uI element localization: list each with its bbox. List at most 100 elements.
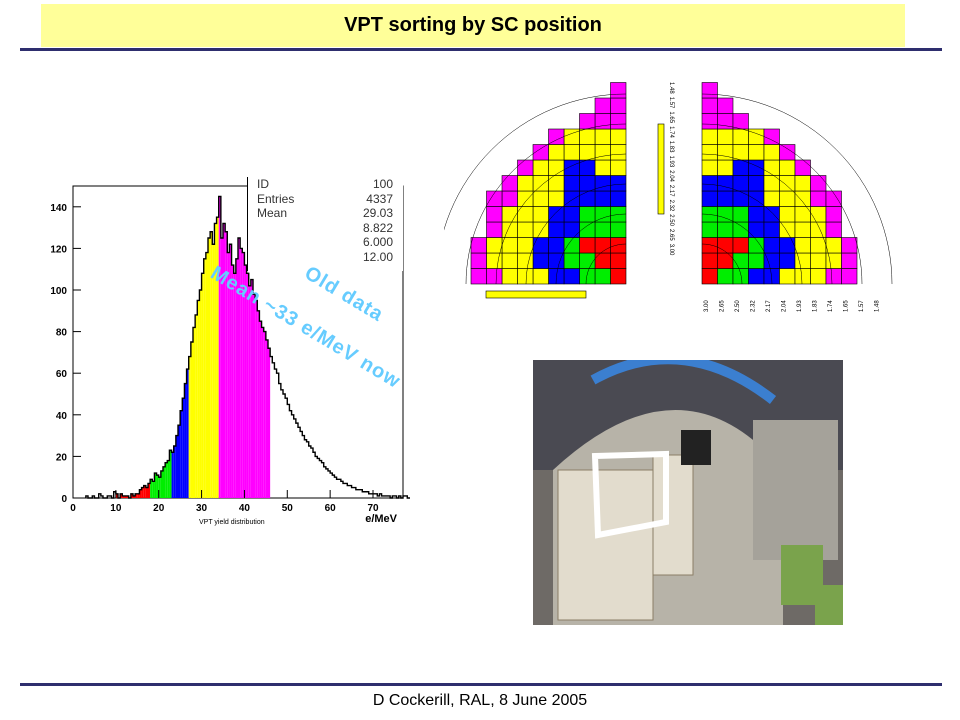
map-eta-label: 1.74 — [668, 126, 674, 138]
map-cell — [563, 144, 580, 161]
map-eta-label: 1.57 — [859, 300, 865, 312]
map-cell — [563, 268, 580, 285]
histogram-bar — [261, 327, 264, 498]
bottom-divider — [20, 683, 942, 686]
histogram-bar — [225, 231, 228, 498]
map-cell — [701, 97, 718, 114]
y-tick-label: 60 — [56, 369, 68, 380]
map-cell — [748, 206, 765, 223]
histogram-bar — [203, 258, 206, 498]
map-cell — [563, 159, 580, 176]
map-cell — [532, 144, 549, 161]
map-cell — [748, 190, 765, 207]
histogram-bar — [165, 462, 168, 498]
histogram-bar — [148, 483, 151, 498]
histogram-bar — [184, 383, 187, 498]
map-cell — [701, 128, 718, 145]
map-cell — [501, 175, 518, 192]
map-cell — [732, 237, 749, 254]
map-cell — [810, 268, 827, 285]
stats-value: 29.03 — [362, 206, 393, 221]
map-cell — [763, 221, 780, 238]
histogram-bar — [188, 356, 191, 498]
footer-text: D Cockerill, RAL, 8 June 2005 — [372, 692, 588, 709]
map-cell — [532, 237, 549, 254]
y-tick-label: 100 — [50, 286, 67, 297]
histogram-bar — [223, 223, 226, 498]
histogram-bar — [268, 348, 271, 498]
map-cell — [563, 190, 580, 207]
histogram-bar — [173, 446, 176, 498]
map-cell — [470, 252, 487, 269]
map-cell — [594, 128, 611, 145]
map-eta-label: 2.17 — [766, 300, 772, 312]
histogram-bar — [190, 342, 193, 498]
map-eta-label: 1.65 — [668, 111, 674, 123]
histogram-bar — [145, 487, 148, 498]
detector-photo — [533, 360, 843, 625]
map-cell — [579, 144, 596, 161]
map-cell — [594, 221, 611, 238]
histogram-bar — [150, 479, 153, 498]
map-cell — [748, 252, 765, 269]
map-cell — [517, 175, 534, 192]
map-cell — [779, 190, 796, 207]
histogram-bar — [152, 481, 155, 498]
map-cell — [594, 252, 611, 269]
map-cell — [470, 237, 487, 254]
map-cell — [486, 221, 503, 238]
histogram-bar — [233, 273, 236, 498]
x-tick-label: 50 — [282, 503, 294, 514]
histogram-bar — [199, 290, 202, 498]
histogram-bar — [216, 217, 219, 498]
map-cell — [594, 190, 611, 207]
map-eta-label: 2.50 — [668, 214, 674, 226]
map-cell — [748, 159, 765, 176]
map-cell — [732, 268, 749, 285]
stats-value: 6.000 — [362, 235, 393, 250]
map-eta-label: 1.48 — [875, 300, 881, 312]
map-cell — [717, 190, 734, 207]
map-cell — [717, 97, 734, 114]
histogram-bar — [231, 265, 234, 498]
map-cell — [779, 237, 796, 254]
map-cell — [732, 206, 749, 223]
map-cell — [763, 159, 780, 176]
x-tick-label: 40 — [239, 503, 251, 514]
map-cell — [610, 159, 627, 176]
map-cell — [486, 206, 503, 223]
histogram-bar — [197, 300, 200, 498]
map-cell — [701, 237, 718, 254]
slide-title: VPT sorting by SC position — [344, 14, 602, 36]
map-cell — [794, 268, 811, 285]
map-cell — [579, 159, 596, 176]
map-cell — [532, 175, 549, 192]
map-cell — [579, 190, 596, 207]
map-cell — [763, 237, 780, 254]
histogram-outline — [85, 195, 410, 499]
map-cell — [486, 237, 503, 254]
x-tick-label: 70 — [367, 503, 379, 514]
histogram-bar — [130, 493, 133, 498]
histogram-bar — [250, 279, 253, 498]
map-eta-label: 1.83 — [813, 300, 819, 312]
histogram-bar — [201, 273, 204, 498]
map-cell — [610, 128, 627, 145]
histogram-bar — [133, 495, 136, 498]
map-cell — [701, 175, 718, 192]
map-arc — [701, 123, 863, 285]
y-tick-label: 120 — [50, 244, 67, 255]
map-eta-label: 1.65 — [844, 300, 850, 312]
map-cell — [732, 144, 749, 161]
histogram-bar — [163, 466, 166, 498]
map-cell — [548, 144, 565, 161]
map-cell — [501, 190, 518, 207]
map-cell — [810, 190, 827, 207]
map-cell — [579, 175, 596, 192]
map-arc — [585, 243, 627, 285]
map-strip — [657, 123, 665, 215]
histogram-bar — [235, 258, 238, 498]
map-cell — [794, 252, 811, 269]
map-cell — [594, 175, 611, 192]
stats-value: 12.00 — [362, 249, 393, 264]
